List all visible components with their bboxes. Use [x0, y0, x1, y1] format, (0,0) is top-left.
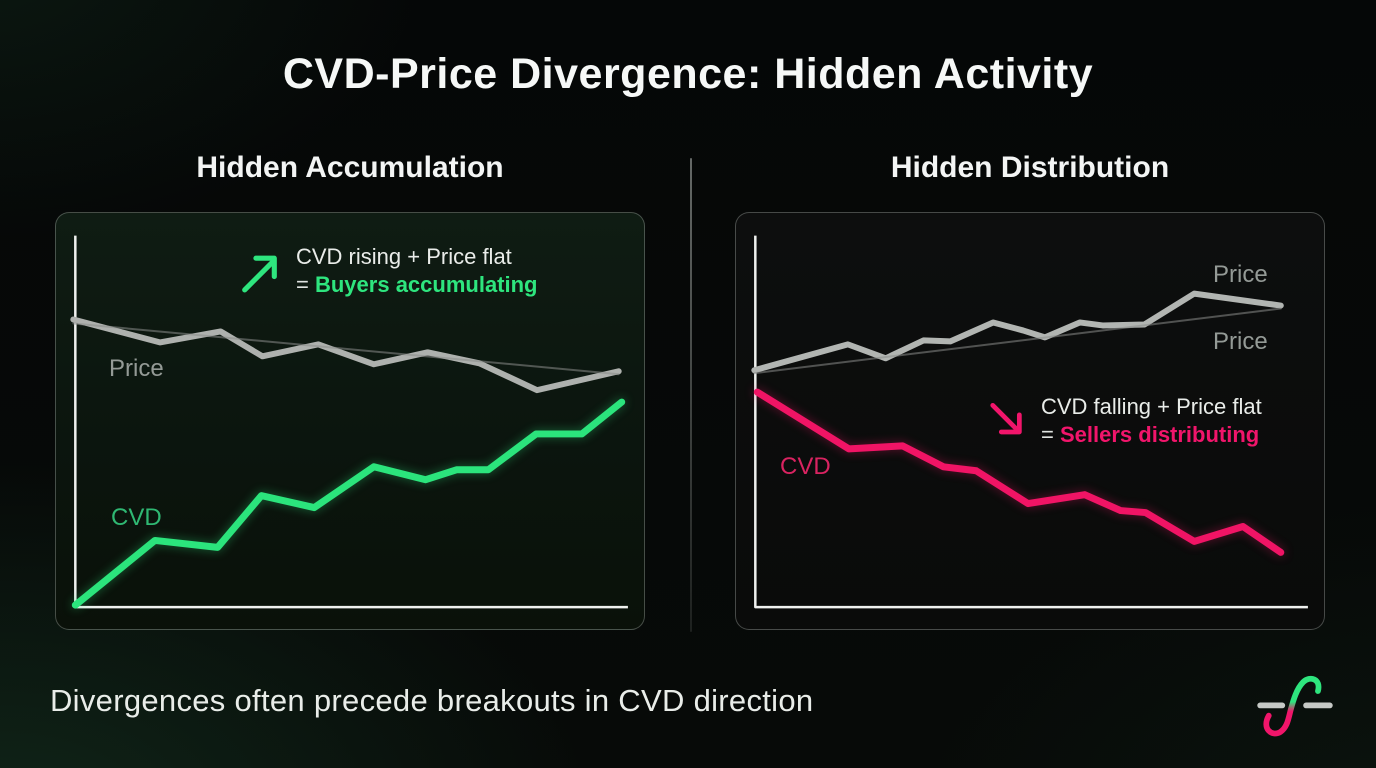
distribution-annotation: CVD falling + Price flat = Sellers distr… [988, 393, 1262, 449]
hidden-distribution-panel: Price Price CVD CVD falling + Price flat… [735, 212, 1325, 630]
distribution-chart [751, 235, 1308, 609]
cvd-line [753, 388, 1285, 556]
annotation-line2: = Sellers distributing [1041, 421, 1262, 449]
annotation-highlight: Buyers accumulating [314, 272, 538, 297]
page-title: CVD-Price Divergence: Hidden Activity [282, 50, 1094, 98]
trend-down-arrow-icon [990, 402, 1022, 434]
logo-wave-path [1263, 675, 1322, 737]
annotation-line2: = Buyers accumulating [296, 271, 538, 299]
annotation-line1: CVD rising + Price flat [296, 244, 512, 269]
price-trendline-line [753, 307, 1282, 375]
footer-caption: Divergences often precede breakouts in C… [50, 683, 814, 718]
equals-sign: = [296, 272, 309, 297]
vertical-divider [690, 158, 692, 632]
hidden-accumulation-panel: Price CVD CVD rising + Price flat = Buye… [55, 212, 645, 630]
logo-right-dash [1303, 702, 1333, 709]
price-line [70, 316, 622, 394]
wave-curve-logo-icon [1257, 675, 1333, 737]
price-line [751, 290, 1284, 374]
price-line-label-upper: Price [1213, 261, 1268, 288]
annotation-text: CVD falling + Price flat = Sellers distr… [1041, 393, 1262, 449]
axis-lines [754, 235, 1308, 609]
annotation-line1: CVD falling + Price flat [1041, 394, 1262, 419]
price-trendline-line [72, 322, 620, 376]
left-panel-heading: Hidden Accumulation [196, 151, 504, 184]
annotation-text: CVD rising + Price flat = Buyers accumul… [296, 243, 538, 299]
price-line-label-lower: Price [1213, 328, 1268, 355]
cvd-line-label: CVD [780, 453, 831, 480]
equals-sign: = [1041, 422, 1054, 447]
annotation-highlight: Sellers distributing [1059, 422, 1260, 447]
price-line-label: Price [109, 355, 164, 382]
cvd-line [71, 398, 626, 609]
cvd-line-label: CVD [111, 504, 162, 531]
accumulation-chart [70, 235, 628, 609]
logo-left-dash [1257, 702, 1286, 709]
accumulation-annotation: CVD rising + Price flat = Buyers accumul… [239, 243, 538, 299]
trend-up-arrow-icon [242, 255, 277, 292]
right-panel-heading: Hidden Distribution [890, 151, 1170, 184]
